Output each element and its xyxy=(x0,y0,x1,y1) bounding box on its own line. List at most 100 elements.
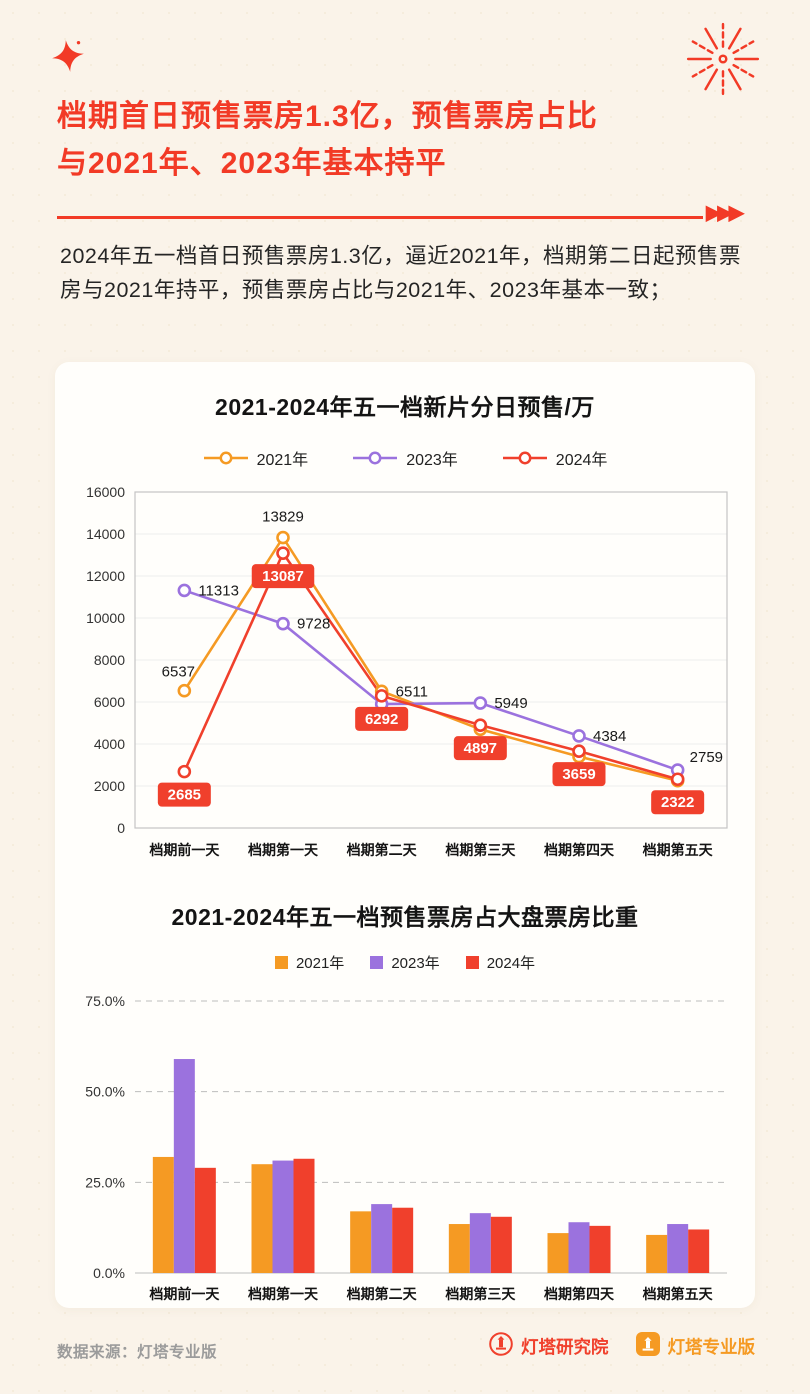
x-axis-label: 档期第四天 xyxy=(544,842,615,858)
data-point xyxy=(572,729,586,743)
x-axis-label: 档期第五天 xyxy=(643,1286,714,1302)
legend-line-marker xyxy=(353,451,398,465)
page-title: 档期首日预售票房1.3亿，预售票房占比 与2021年、2023年基本持平 xyxy=(57,94,757,187)
bar-chart-legend: 2021年 2023年 2024年 xyxy=(55,952,755,973)
y-tick-label: 0 xyxy=(117,820,125,836)
title-divider xyxy=(57,216,703,219)
legend-label: 2023年 xyxy=(406,452,458,469)
value-label: 4897 xyxy=(464,740,497,757)
x-axis-label: 档期第二天 xyxy=(347,1286,418,1302)
legend-label: 2021年 xyxy=(295,955,345,972)
intro-paragraph: 2024年五一档首日预售票房1.3亿，逼近2021年，档期第二日起预售票房与20… xyxy=(60,244,742,302)
value-label: 13829 xyxy=(262,509,304,526)
data-point xyxy=(670,772,685,787)
value-label: 2759 xyxy=(690,749,723,766)
legend-item-2021年: 2021年 xyxy=(274,952,345,973)
value-label: 6511 xyxy=(396,683,428,700)
y-tick-label: 10000 xyxy=(86,610,125,626)
value-label: 4384 xyxy=(593,728,626,745)
bar-2024年 xyxy=(490,1216,512,1273)
legend-line-marker xyxy=(502,451,547,465)
y-tick-label: 12000 xyxy=(86,568,125,584)
line-chart-title: 2021-2024年五一档新片分日预售/万 xyxy=(215,394,595,420)
legend-label: 2024年 xyxy=(555,452,608,469)
bar-2024年 xyxy=(589,1225,611,1273)
series-line-2024年 xyxy=(183,550,679,781)
y-tick-label: 14000 xyxy=(86,526,125,542)
y-tick-label: 25.0% xyxy=(85,1174,125,1190)
bar-2021年 xyxy=(152,1156,174,1273)
legend-square-marker xyxy=(370,956,384,969)
charts-card: 2021-2024年五一档新片分日预售/万 2021年 2023年 2024年 0 2… xyxy=(55,362,755,1308)
divider-arrows-icon: ▶▶▶ xyxy=(706,202,744,224)
data-source: 数据来源：灯塔专业版 xyxy=(57,1344,218,1361)
x-axis-label: 档期第五天 xyxy=(643,842,714,858)
lighthouse-circle-icon xyxy=(488,1331,514,1362)
bar-2021年 xyxy=(547,1233,569,1273)
value-label: 2685 xyxy=(168,787,201,804)
data-point xyxy=(572,744,586,758)
legend-label: 2021年 xyxy=(256,452,309,469)
x-axis-label: 档期第一天 xyxy=(248,1286,319,1302)
bar-2021年 xyxy=(646,1234,668,1273)
bar-2024年 xyxy=(293,1158,315,1273)
y-tick-label: 4000 xyxy=(94,736,125,752)
dengta-research-logo: 灯塔研究院 xyxy=(488,1331,609,1362)
data-point xyxy=(177,683,192,698)
y-tick-label: 16000 xyxy=(86,484,125,500)
line-chart-legend: 2021年 2023年 2024年 xyxy=(55,446,755,470)
bar-2023年 xyxy=(173,1059,195,1273)
legend-item-2024年: 2024年 xyxy=(502,446,608,470)
bar-chart-title: 2021-2024年五一档预售票房占大盘票房比重 xyxy=(171,904,639,930)
footer-logos: 灯塔研究院 灯塔专业版 xyxy=(488,1331,755,1362)
x-axis-label: 档期第四天 xyxy=(544,1286,615,1302)
x-axis-label: 档期前一天 xyxy=(149,1286,220,1302)
sparkle-icon xyxy=(52,40,84,77)
bar-2023年 xyxy=(568,1222,590,1273)
value-label: 9728 xyxy=(297,616,330,633)
bar-2021年 xyxy=(350,1211,372,1273)
bar-chart: 0.0% 25.0% 50.0% 75.0% 档期前一天 档期第一天 档期第二天 档期第三天 档… xyxy=(85,993,727,1302)
data-point xyxy=(177,583,192,598)
x-axis-label: 档期第一天 xyxy=(248,842,319,858)
data-point xyxy=(374,689,389,703)
bar-2024年 xyxy=(688,1229,710,1273)
value-label-box xyxy=(552,762,606,787)
legend-label: 2023年 xyxy=(391,955,440,972)
page-title-line2: 与2021年、2023年基本持平 xyxy=(57,146,447,180)
legend-label: 2024年 xyxy=(486,955,536,972)
bar-2021年 xyxy=(448,1224,470,1273)
value-label-box xyxy=(651,790,705,815)
data-point xyxy=(473,718,488,732)
data-point xyxy=(276,616,290,631)
firework-icon xyxy=(682,18,764,105)
bar-2024年 xyxy=(194,1167,216,1273)
legend-square-marker xyxy=(465,956,479,969)
legend-item-2024年: 2024年 xyxy=(465,952,536,973)
series-line-2023年 xyxy=(183,589,679,772)
y-tick-label: 6000 xyxy=(94,694,125,710)
y-tick-label: 50.0% xyxy=(85,1084,125,1100)
value-label-box xyxy=(453,736,507,761)
x-axis-label: 档期第二天 xyxy=(347,842,418,858)
value-label: 13087 xyxy=(262,568,304,585)
legend-line-marker xyxy=(203,451,248,465)
plot-border xyxy=(134,491,728,829)
value-label: 5949 xyxy=(494,695,527,712)
bar-2021年 xyxy=(251,1164,273,1273)
value-label-box xyxy=(251,564,315,589)
x-axis-label: 档期第三天 xyxy=(445,842,516,858)
y-tick-label: 2000 xyxy=(94,778,125,794)
y-tick-label: 0.0% xyxy=(93,1265,125,1281)
bar-2024年 xyxy=(392,1207,414,1273)
dengta-research-label: 灯塔研究院 xyxy=(521,1337,609,1357)
data-point xyxy=(276,530,290,545)
data-point xyxy=(177,764,192,779)
value-label: 2322 xyxy=(661,794,694,811)
lighthouse-square-icon xyxy=(635,1331,661,1362)
dengta-pro-logo: 灯塔专业版 xyxy=(635,1331,755,1362)
value-label: 6537 xyxy=(162,664,195,681)
legend-item-2021年: 2021年 xyxy=(203,446,309,470)
data-point xyxy=(276,546,290,560)
